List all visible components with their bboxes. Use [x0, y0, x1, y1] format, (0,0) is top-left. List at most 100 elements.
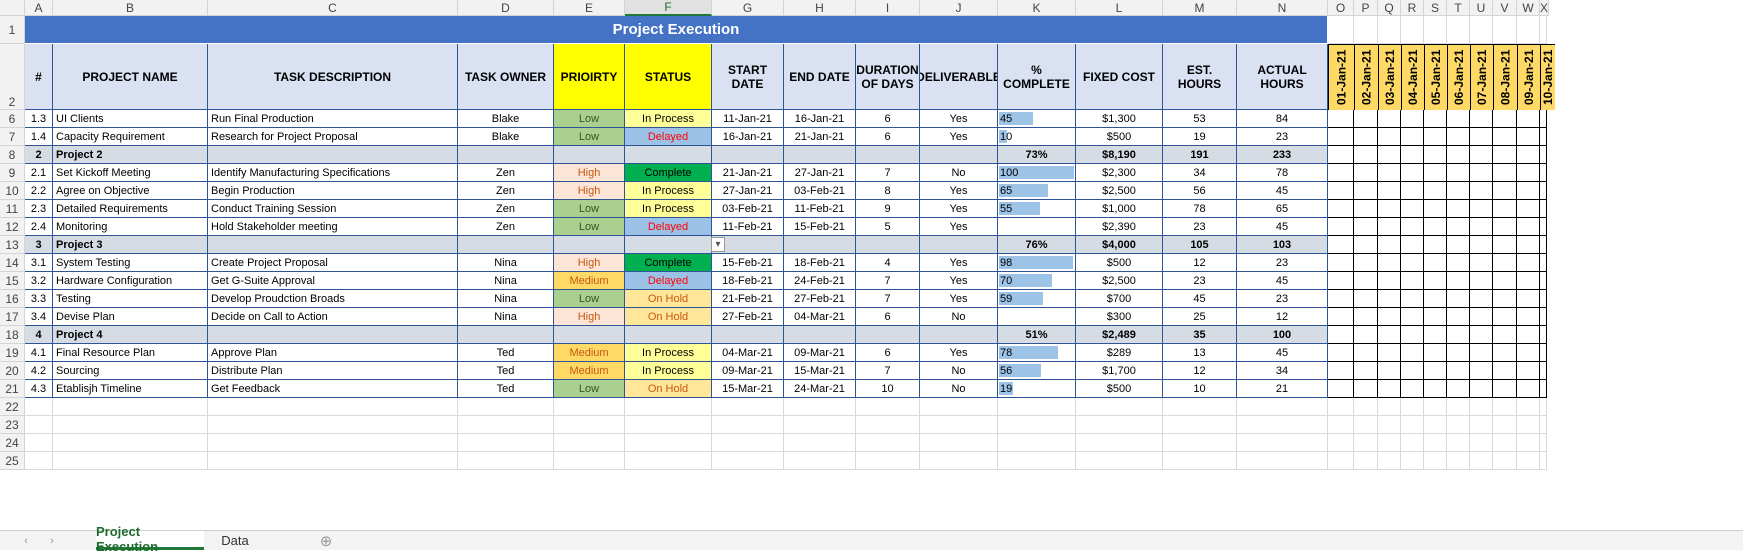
calendar-cell[interactable]	[1378, 182, 1401, 200]
task-duration[interactable]: 7	[856, 290, 920, 308]
calendar-cell[interactable]	[1470, 236, 1493, 254]
empty-cell[interactable]	[208, 416, 458, 434]
task-actual-hours[interactable]: 45	[1237, 182, 1328, 200]
calendar-cell[interactable]	[1354, 308, 1378, 326]
empty-cell[interactable]	[1470, 434, 1493, 452]
column-header-p[interactable]: P	[1354, 0, 1378, 16]
calendar-cell[interactable]	[1424, 110, 1447, 128]
column-header-c[interactable]: C	[208, 0, 458, 16]
task-deliverable[interactable]: Yes	[920, 200, 998, 218]
task-est-hours[interactable]: 12	[1163, 362, 1237, 380]
task-number[interactable]: 4.3	[25, 380, 53, 398]
empty-cell[interactable]	[1354, 16, 1378, 44]
calendar-cell[interactable]	[1378, 344, 1401, 362]
calendar-cell[interactable]	[1424, 236, 1447, 254]
calendar-cell[interactable]	[1447, 326, 1470, 344]
row-header[interactable]: 11	[0, 200, 25, 218]
empty-cell[interactable]	[1237, 398, 1328, 416]
task-number[interactable]: 2.3	[25, 200, 53, 218]
empty-cell[interactable]	[712, 452, 784, 470]
column-header-l[interactable]: L	[1076, 0, 1163, 16]
calendar-cell[interactable]	[1470, 164, 1493, 182]
calendar-cell[interactable]	[1354, 146, 1378, 164]
group-empty-cell[interactable]	[712, 146, 784, 164]
calendar-cell[interactable]	[1328, 326, 1354, 344]
calendar-cell[interactable]	[1470, 290, 1493, 308]
column-header-q[interactable]: Q	[1378, 0, 1401, 16]
task-pct-complete[interactable]: 59	[998, 290, 1076, 308]
empty-cell[interactable]	[1378, 452, 1401, 470]
calendar-cell[interactable]	[1470, 344, 1493, 362]
task-deliverable[interactable]: Yes	[920, 344, 998, 362]
empty-cell[interactable]	[208, 452, 458, 470]
task-end-date[interactable]: 21-Jan-21	[784, 128, 856, 146]
task-end-date[interactable]: 04-Mar-21	[784, 308, 856, 326]
task-priority[interactable]: Low	[554, 200, 625, 218]
task-description[interactable]: Get Feedback	[208, 380, 458, 398]
calendar-cell[interactable]	[1517, 254, 1540, 272]
empty-cell[interactable]	[856, 398, 920, 416]
empty-cell[interactable]	[1493, 452, 1517, 470]
tab-project-execution[interactable]: Project Execution	[96, 524, 204, 554]
empty-cell[interactable]	[1328, 434, 1354, 452]
task-fixed-cost[interactable]: $500	[1076, 380, 1163, 398]
task-est-hours[interactable]: 23	[1163, 218, 1237, 236]
spreadsheet[interactable]: A B C D E F G H I J K L M N O P Q R S T U V W X 1 2 6 7 8 9 10 11 12 13 14…	[0, 0, 1743, 530]
empty-cell[interactable]	[1076, 452, 1163, 470]
task-est-hours[interactable]: 13	[1163, 344, 1237, 362]
calendar-cell[interactable]	[1493, 380, 1517, 398]
calendar-cell[interactable]	[1540, 362, 1547, 380]
calendar-cell[interactable]	[1328, 254, 1354, 272]
calendar-cell[interactable]	[1401, 272, 1424, 290]
task-priority[interactable]: High	[554, 308, 625, 326]
calendar-cell[interactable]	[1447, 164, 1470, 182]
column-header-i[interactable]: I	[856, 0, 920, 16]
task-est-hours[interactable]: 10	[1163, 380, 1237, 398]
empty-cell[interactable]	[625, 434, 712, 452]
task-owner[interactable]: Nina	[458, 272, 554, 290]
empty-cell[interactable]	[554, 434, 625, 452]
empty-cell[interactable]	[1401, 16, 1424, 44]
task-duration[interactable]: 10	[856, 380, 920, 398]
task-priority[interactable]: Low	[554, 290, 625, 308]
calendar-cell[interactable]	[1447, 344, 1470, 362]
group-empty-cell[interactable]	[625, 236, 712, 254]
calendar-cell[interactable]	[1493, 326, 1517, 344]
calendar-cell[interactable]	[1378, 110, 1401, 128]
add-sheet-icon[interactable]: ⊕	[319, 533, 333, 550]
empty-cell[interactable]	[208, 434, 458, 452]
calendar-cell[interactable]	[1401, 164, 1424, 182]
task-project-name[interactable]: Set Kickoff Meeting	[53, 164, 208, 182]
row-header[interactable]: 9	[0, 164, 25, 182]
task-duration[interactable]: 5	[856, 218, 920, 236]
column-header-o[interactable]: O	[1328, 0, 1354, 16]
task-owner[interactable]: Zen	[458, 218, 554, 236]
empty-cell[interactable]	[1328, 398, 1354, 416]
task-start-date[interactable]: 09-Mar-21	[712, 362, 784, 380]
calendar-cell[interactable]	[1447, 236, 1470, 254]
calendar-cell[interactable]	[1401, 380, 1424, 398]
calendar-cell[interactable]	[1493, 164, 1517, 182]
task-priority[interactable]: Low	[554, 128, 625, 146]
empty-cell[interactable]	[1470, 398, 1493, 416]
task-est-hours[interactable]: 45	[1163, 290, 1237, 308]
task-owner[interactable]: Blake	[458, 110, 554, 128]
calendar-cell[interactable]	[1470, 308, 1493, 326]
group-empty-cell[interactable]	[784, 326, 856, 344]
task-end-date[interactable]: 15-Mar-21	[784, 362, 856, 380]
task-est-hours[interactable]: 34	[1163, 164, 1237, 182]
empty-cell[interactable]	[1378, 434, 1401, 452]
task-end-date[interactable]: 27-Feb-21	[784, 290, 856, 308]
empty-cell[interactable]	[554, 452, 625, 470]
empty-cell[interactable]	[1378, 16, 1401, 44]
group-empty-cell[interactable]	[856, 326, 920, 344]
calendar-cell[interactable]	[1540, 182, 1547, 200]
task-est-hours[interactable]: 25	[1163, 308, 1237, 326]
group-empty-cell[interactable]	[625, 326, 712, 344]
task-est-hours[interactable]: 12	[1163, 254, 1237, 272]
empty-cell[interactable]	[1237, 434, 1328, 452]
task-actual-hours[interactable]: 12	[1237, 308, 1328, 326]
calendar-cell[interactable]	[1493, 110, 1517, 128]
task-deliverable[interactable]: Yes	[920, 128, 998, 146]
calendar-cell[interactable]	[1328, 182, 1354, 200]
